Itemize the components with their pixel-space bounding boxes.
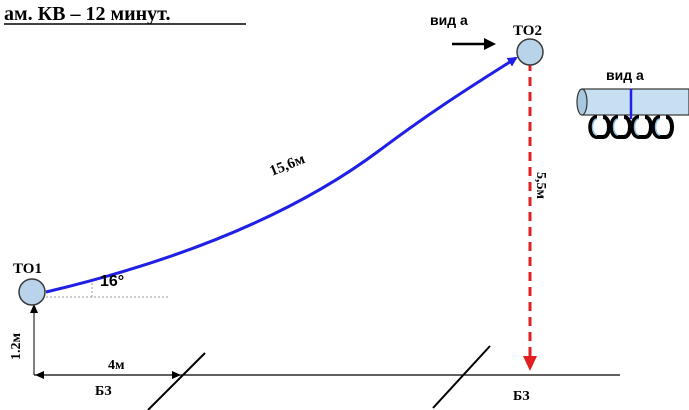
view-a-top-label: вид а — [430, 12, 468, 28]
bank-slash-left — [147, 352, 206, 410]
to2-label: ТО2 — [513, 23, 542, 39]
to1-node — [18, 278, 46, 306]
rope-curve — [45, 56, 518, 294]
carabiner-4 — [651, 115, 674, 139]
view-a-side-label: вид а — [606, 67, 644, 83]
bz-right-label: БЗ — [513, 389, 530, 404]
view-a-arrowhead — [484, 38, 496, 50]
horizontal-dimension-arrow-right — [172, 371, 181, 379]
to1-label: ТО1 — [13, 261, 42, 277]
pipe-illustration — [576, 88, 689, 139]
to2-node — [516, 38, 544, 66]
bank-slash-right — [432, 345, 491, 409]
angle-label: 16° — [100, 273, 124, 290]
carabiner-3 — [630, 115, 653, 139]
horizontal-dimension-arrow-left — [35, 371, 44, 379]
height-label: 1.2м — [9, 333, 24, 361]
header-text: ам. КВ – 12 минут. — [4, 3, 170, 25]
drop-arrow — [523, 356, 537, 371]
carabiner-1 — [588, 115, 611, 139]
drop-length-label: 5,5м — [533, 172, 548, 200]
span-length-label: 15,6м — [268, 151, 308, 179]
height-dimension-arrow — [30, 304, 38, 313]
horizontal-label: 4м — [108, 358, 125, 373]
bz-left-label: БЗ — [95, 384, 112, 399]
carabiner-2 — [609, 115, 632, 139]
